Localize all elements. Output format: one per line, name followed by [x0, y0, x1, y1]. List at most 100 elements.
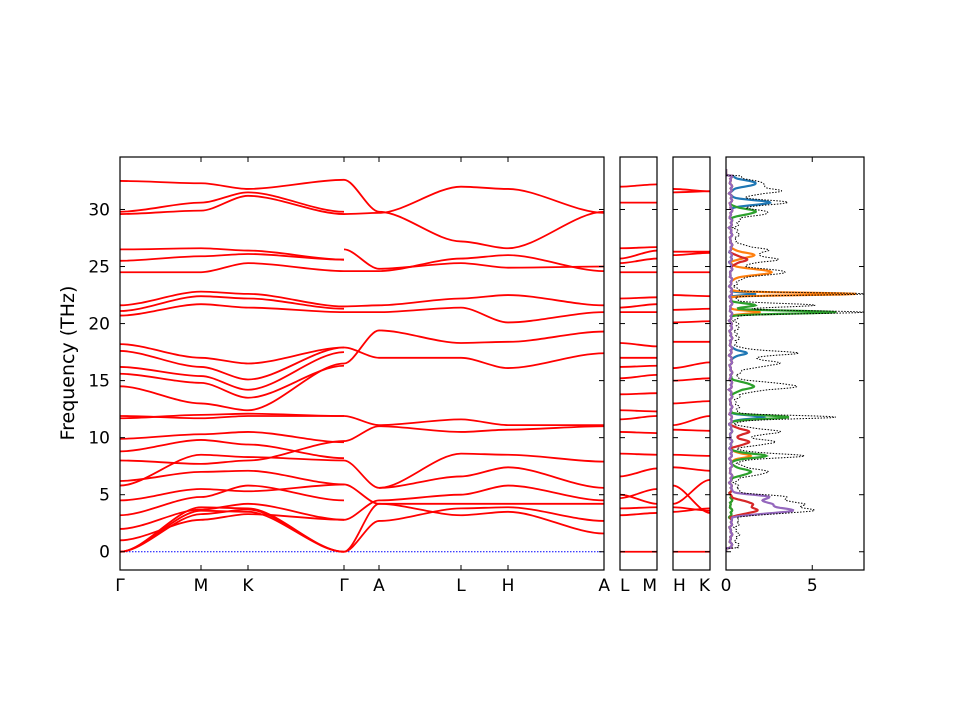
band-line-main-5-14 [460, 185, 509, 190]
tick-marks-lm [619, 157, 658, 570]
band-line-main-1-8 [200, 439, 249, 446]
band-line-main-4-12 [378, 257, 462, 272]
band-line-main-6-4 [507, 466, 604, 489]
x-tick-label: L [456, 576, 466, 596]
band-line-main-3-4 [343, 459, 380, 489]
band-line-main-5-6 [460, 428, 509, 433]
band-line-main-6-12 [507, 254, 604, 272]
band-line-main-0-19 [120, 303, 202, 317]
band-line-main-4-6 [378, 425, 462, 433]
band-line-LM-0-6 [620, 452, 657, 456]
x-tick-label: A [373, 576, 385, 596]
band-line-HK-0-20 [673, 188, 710, 193]
band-line-main-1-17 [200, 366, 249, 381]
band-line-main-3-2 [343, 499, 380, 521]
band-line-main-5-10 [460, 306, 509, 324]
band-line-main-2-4 [247, 502, 345, 521]
band-line-main-1-10 [200, 459, 249, 465]
x-tick-label: M [194, 576, 209, 596]
band-line-HK-0-11 [673, 361, 710, 369]
y-tick-label: 0 [99, 543, 110, 563]
band-line-main-5-13 [460, 262, 509, 269]
band-line-main-0-17 [120, 350, 202, 368]
band-line-main-1-13 [200, 415, 249, 420]
band-line-main-1-23 [200, 253, 249, 258]
band-line-main-4-8 [378, 329, 462, 344]
band-line-main-4-7 [378, 418, 462, 427]
band-line-main-0-11 [120, 433, 202, 440]
band-line-main-5-9 [460, 356, 509, 369]
axes-frame-main [119, 156, 605, 571]
x-tick-label: H [502, 576, 515, 596]
band-line-main-3-14 [343, 178, 380, 213]
band-line-main-6-9 [507, 352, 604, 369]
band-line-main-0-8 [120, 439, 202, 453]
band-line-LM-0-3 [620, 488, 657, 500]
band-line-HK-0-5 [673, 466, 710, 472]
y-tick-label: 10 [88, 429, 110, 449]
y-tick-label: 5 [99, 486, 110, 506]
band-line-LM-0-5 [620, 467, 657, 478]
band-line-main-6-11 [507, 294, 604, 307]
band-line-main-5-12 [460, 254, 509, 260]
band-line-main-3-13 [343, 212, 380, 215]
band-line-main-2-21 [247, 293, 345, 308]
band-line-main-2-18 [247, 346, 345, 365]
band-lines-lm [620, 183, 657, 553]
band-line-LM-0-17 [620, 296, 657, 300]
band-line-HK-0-17 [673, 251, 710, 257]
band-line-main-5-4 [460, 466, 509, 478]
band-line-main-5-15 [460, 240, 509, 250]
band-line-main-4-11 [378, 297, 462, 307]
tick-marks-main [119, 157, 605, 570]
band-line-main-1-19 [200, 303, 249, 309]
band-line-main-1-24 [200, 247, 249, 252]
band-line-main-2-22 [247, 262, 345, 272]
band-line-main-1-15 [200, 381, 249, 399]
band-line-HK-0-10 [673, 377, 710, 382]
x-tick-label: M [642, 576, 657, 596]
band-line-LM-0-4 [620, 493, 657, 505]
band-line-main-1-3 [200, 513, 249, 521]
band-line-main-2-19 [247, 306, 345, 314]
band-line-LM-0-8 [620, 415, 657, 421]
band-line-main-2-11 [247, 431, 345, 444]
band-lines-main [120, 178, 604, 553]
band-line-LM-0-14 [620, 342, 657, 348]
band-line-main-3-6 [343, 415, 380, 427]
band-line-main-6-8 [507, 330, 604, 343]
axes-frame-hk [672, 156, 711, 571]
band-line-main-0-5 [120, 488, 202, 502]
x-tick-label: Γ [339, 576, 349, 596]
x-tick-label: L [620, 576, 630, 596]
band-line-main-0-21 [120, 290, 202, 307]
band-line-main-0-18 [120, 343, 202, 359]
band-line-main-4-15 [378, 210, 462, 243]
band-line-main-2-5 [247, 483, 345, 493]
x-tick-label: A [598, 576, 610, 596]
band-line-main-5-0 [460, 510, 509, 517]
band-line-LM-0-11 [620, 374, 657, 380]
y-tick-label: 25 [88, 258, 110, 278]
band-line-main-4-5 [378, 452, 462, 489]
band-line-main-2-26 [247, 191, 345, 213]
band-line-main-0-25 [120, 209, 202, 215]
band-line-main-0-27 [120, 180, 202, 185]
dos-curves [726, 168, 864, 552]
band-line-main-0-3 [120, 518, 202, 542]
band-line-LM-0-16 [620, 303, 657, 309]
tick-marks-hk [672, 157, 711, 570]
band-line-main-2-14 [247, 362, 345, 412]
band-line-main-6-10 [507, 311, 604, 324]
band-line-LM-0-10 [620, 392, 657, 396]
band-line-main-3-7 [343, 329, 380, 365]
band-line-main-0-14 [120, 385, 202, 405]
band-line-main-3-12 [343, 248, 380, 270]
band-line-main-3-5 [343, 425, 380, 442]
band-line-LM-0-9 [620, 409, 657, 413]
